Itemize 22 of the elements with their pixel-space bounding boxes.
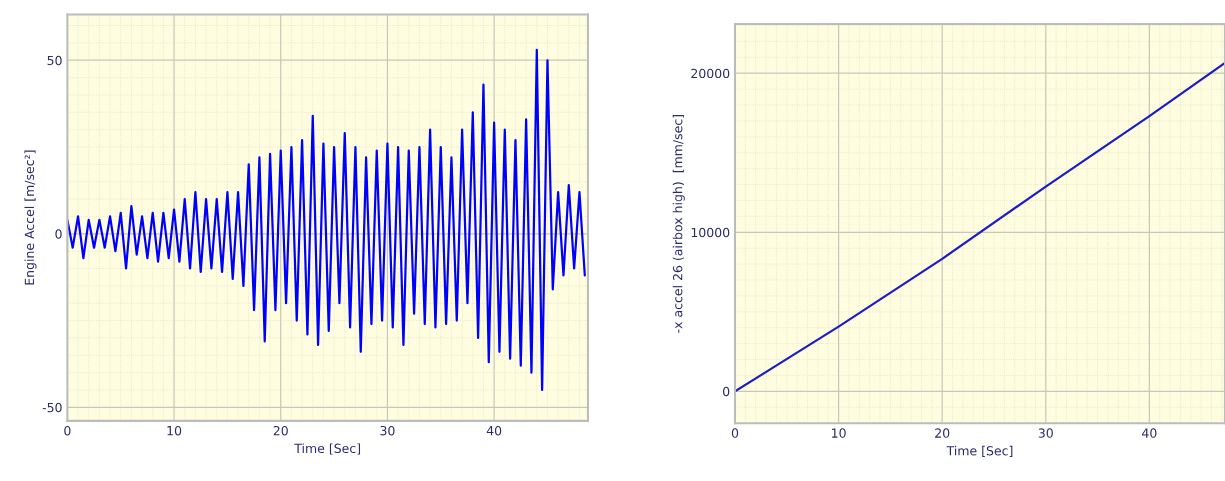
x-tick-label: 40: [1142, 428, 1157, 438]
x-axis-title: Time [Sec]: [946, 445, 1013, 457]
x-tick-label: 30: [380, 425, 395, 436]
x-tick-label: 20: [935, 428, 950, 438]
y-tick-label: 0: [723, 386, 730, 397]
line-series: [67, 48, 586, 392]
x-axis-title: Time [Sec]: [294, 443, 361, 455]
x-tick-label: 10: [832, 428, 846, 438]
y-tick-label: 10000: [691, 227, 730, 238]
x-tick-label: 20: [273, 425, 288, 436]
y-tick-label: 0: [55, 229, 62, 239]
x-tick-label: 0: [731, 428, 739, 438]
y-axis-title: -x accel 26 (airbox high) [mm/sec]: [672, 115, 685, 333]
y-tick-label: 50: [47, 55, 62, 66]
x-tick-label: 40: [486, 425, 502, 436]
y-tick-label: -50: [42, 402, 62, 413]
line-series: [735, 61, 1225, 393]
y-axis-title: Engine Accel [m/sec²]: [24, 150, 37, 285]
y-tick-label: 20000: [691, 68, 730, 79]
x-tick-label: 0: [64, 425, 71, 436]
x-tick-label: 30: [1038, 428, 1053, 438]
x-tick-label: 10: [167, 425, 182, 436]
